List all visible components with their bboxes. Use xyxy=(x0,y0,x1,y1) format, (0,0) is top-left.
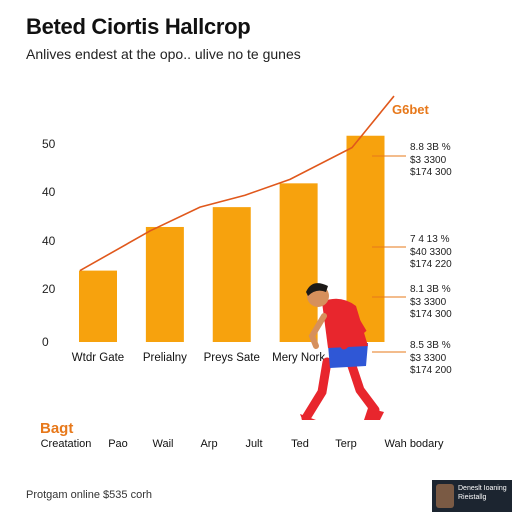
y-tick-label: 50 xyxy=(42,137,56,151)
annotation-line: $174 300 xyxy=(410,309,452,320)
bar xyxy=(145,226,184,342)
annotation-line: 8.8 3B % xyxy=(410,142,451,153)
secondary-chart-title: Bagt xyxy=(40,420,74,437)
trend-line xyxy=(79,95,395,272)
annotation-line: $174 300 xyxy=(410,167,452,178)
secondary-x-label: Jult xyxy=(245,438,263,450)
x-tick-label: Prelialny xyxy=(143,352,187,364)
secondary-x-label: Wail xyxy=(152,438,174,450)
chart-title: Beted Ciortis Hallcrop xyxy=(26,14,251,39)
annotation-1: 8.8 3B % $3 3300 $174 300 xyxy=(410,142,452,180)
annotation-line: $3 3300 xyxy=(410,296,447,308)
bar xyxy=(212,207,251,342)
x-tick-label: Mery Nork xyxy=(272,352,325,364)
thumbnail-line: Rieistallg xyxy=(458,494,487,501)
annotation-leader-lines xyxy=(372,155,406,353)
annotation-3: 8.1 3B % $3 3300 $174 300 xyxy=(410,284,452,322)
x-tick-label: Preys Sate xyxy=(204,352,260,364)
secondary-x-label: Wah bodary xyxy=(384,438,444,450)
annotation-line: $3 3300 xyxy=(410,352,447,364)
thumbnail-caption: Deneslt Ioaning Rieistallg xyxy=(458,484,507,502)
annotation-4: 8.5 3B % $3 3300 $174 200 xyxy=(410,340,452,378)
secondary-x-label: Ted xyxy=(291,438,309,450)
video-thumbnail[interactable]: Deneslt Ioaning Rieistallg xyxy=(432,480,512,512)
x-tick-label: Wtdr Gate xyxy=(72,352,124,364)
annotation-line: $3 3300 xyxy=(410,154,447,166)
x-axis-labels: Wtdr Gate Prelialny Preys Sate Mery Nork xyxy=(72,352,326,364)
bar-chart: 0 20 40 40 50 Wtdr Gate Prelialny Preys Sate Me… xyxy=(42,95,406,420)
legend-label: G6bet xyxy=(392,102,429,117)
secondary-x-label: Creatation xyxy=(40,438,92,450)
y-tick-label: 20 xyxy=(42,282,56,296)
y-tick-label: 0 xyxy=(42,335,49,349)
chart-subtitle: Anlives endest at the opo.. ulive no te … xyxy=(26,46,301,62)
annotation-line: $174 220 xyxy=(410,259,452,270)
y-axis-ticks: 0 20 40 40 50 xyxy=(42,137,56,349)
annotation-line: $40 3300 xyxy=(410,246,452,258)
annotation-line: 8.1 3B % xyxy=(410,284,451,295)
thumbnail-line: Deneslt Ioaning xyxy=(458,485,507,492)
secondary-x-label: Arp xyxy=(200,438,218,450)
secondary-x-label: Pao xyxy=(108,438,128,450)
thumbnail-avatar xyxy=(436,484,454,508)
annotation-line: $174 200 xyxy=(410,365,452,376)
annotation-line: 8.5 3B % xyxy=(410,340,451,351)
footer-text: Protgam online $535 corh xyxy=(26,489,152,501)
soccer-player-illustration xyxy=(300,283,384,420)
bar xyxy=(79,270,117,342)
secondary-x-axis: Creatation Pao Wail Arp Jult Ted Terp Wa… xyxy=(0,438,512,452)
secondary-x-label: Terp xyxy=(335,438,357,450)
y-tick-label: 40 xyxy=(42,185,56,199)
annotation-2: 7 4 13 % $40 3300 $174 220 xyxy=(410,234,452,272)
y-tick-label: 40 xyxy=(42,234,56,248)
bar xyxy=(279,183,318,342)
annotation-line: 7 4 13 % xyxy=(410,234,450,245)
